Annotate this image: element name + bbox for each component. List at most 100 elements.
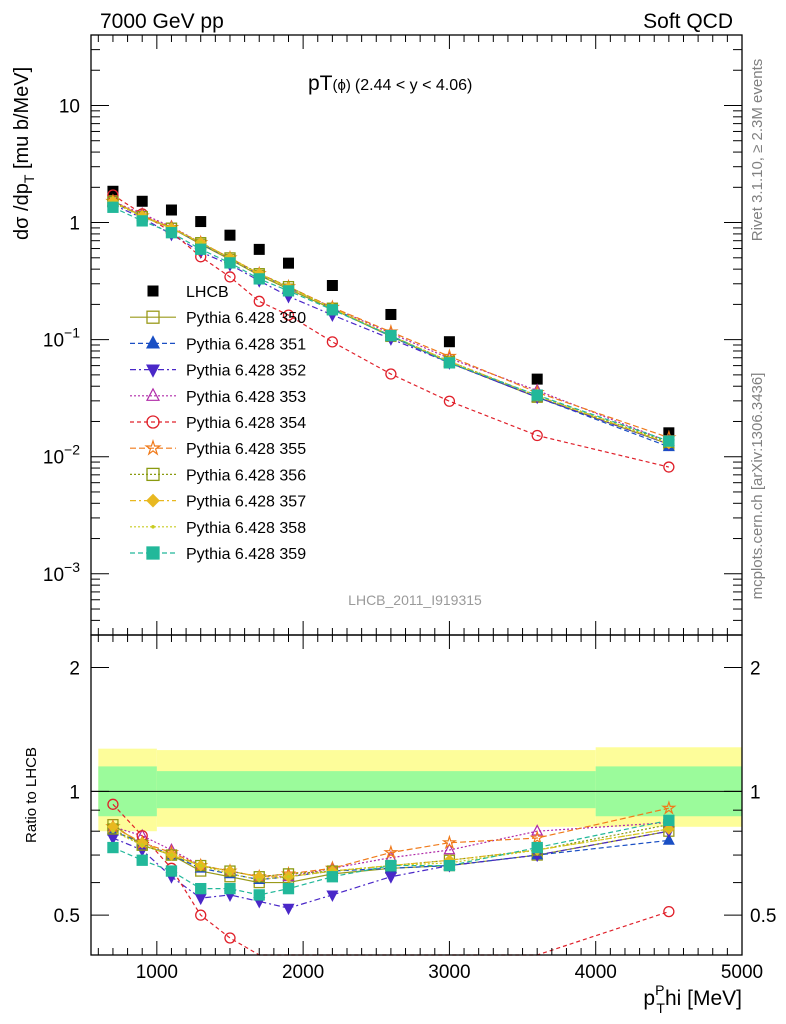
ratio-series-point [169,853,174,857]
ratio-series-point [531,824,544,836]
ratio-series-point [253,889,265,901]
x-axis-label-rest: hi [MeV] [665,987,742,1010]
ratio-series-line [112,821,669,878]
main-series-point [282,309,295,321]
x-axis-label-p: p [643,987,655,1010]
main-series-point [443,395,456,407]
legend-entry: Pythia 6.428 353 [130,387,306,406]
ratio-series-point [198,863,203,868]
ratio-series-point [326,890,339,902]
legend-marker [151,525,155,529]
ratio-series-line [112,830,669,909]
x-tick-label: 3000 [428,962,470,983]
reference-data-point [385,308,397,320]
main-frame [90,34,743,636]
ratio-series-point [529,829,545,845]
plot-title: pT(ϕ) (2.44 < y < 4.06) [308,72,472,95]
ratio-series-point [194,893,207,906]
ratio-series-point [224,932,236,944]
y-axis-label-ratio: Ratio to LHCB [23,747,40,843]
ratio-series-point [326,871,339,883]
legend-label: Pythia 6.428 352 [186,363,306,380]
ratio-series-point [286,874,291,879]
rivet-version-label: Rivet 3.1.10, ≥ 2.3M events [749,59,766,242]
axes-group: 1000 2000 3000 4000 5000 10 1 10−1 10−2 10−3 2 2 1 1 0… [43,34,776,983]
y-axis-label-main-sub: T [21,174,37,183]
ratio-y-tick-label-left: 1 [69,782,80,803]
ratio-series-line [112,828,669,881]
legend-label: Pythia 6.428 355 [186,441,306,458]
ratio-series-point [111,829,115,834]
ratio-series-point [228,872,232,876]
ratio-series-point [136,854,148,866]
legend-entry: Pythia 6.428 355 [130,439,306,458]
legend-marker [146,387,160,401]
ratio-series-point [136,836,149,849]
main-series-point [663,435,675,447]
ratio-y-tick-label-right: 1 [750,782,761,803]
legend-entry: Pythia 6.428 358 [130,520,306,537]
legend-label-reference: LHCB [186,284,229,301]
legend: LHCB Pythia 6.428 350 Pythia 6.428 351 Pyth… [130,284,306,563]
legend-marker [146,546,160,560]
legend-marker [146,415,160,429]
ratio-series-group [105,798,677,956]
legend-marker-reference [147,285,159,297]
legend-marker [146,493,160,508]
ratio-series-point [443,842,456,855]
main-series-point [107,201,119,213]
y-axis-label-main-unit: [mu b/MeV] [11,67,33,175]
x-tick-label: 2000 [282,962,324,983]
ratio-series-point [667,827,671,831]
plot-title-main: pT [308,72,333,95]
ratio-series-point [385,859,397,872]
ratio-series-point [663,814,675,827]
legend-label: Pythia 6.428 354 [186,415,306,432]
legend-entry: Pythia 6.428 359 [130,546,306,563]
legend-entry: Pythia 6.428 352 [130,363,306,380]
ratio-uncertainty-bands [91,747,742,832]
legend-entry: Pythia 6.428 351 [130,335,306,353]
ratio-series-point [383,844,399,860]
main-series-point [531,389,543,401]
main-series-line [112,200,670,445]
legend-entry: Pythia 6.428 354 [130,415,306,432]
ratio-series-point [443,859,456,872]
main-series-point [282,285,295,297]
legend-label: Pythia 6.428 350 [186,310,306,327]
ratio-series-point [224,865,236,877]
y-axis-label-main-text: dσ /dp [11,183,33,240]
legend-label: Pythia 6.428 358 [186,520,306,537]
ratio-series-line [112,824,669,878]
legend-label: Pythia 6.428 357 [186,494,306,511]
main-series-point [663,461,675,473]
ratio-series-point [107,798,119,810]
reference-data-point [136,195,148,207]
main-series-group [105,185,677,473]
main-series-point [326,304,339,316]
reference-data-point [165,204,177,216]
ratio-y-tick-label-left: 2 [69,659,80,680]
ratio-series-point [195,909,207,921]
ratio-series-point [140,843,145,847]
main-series-point [326,336,339,348]
ratio-y-tick-label-left: 0.5 [54,906,80,927]
legend-marker [144,439,162,456]
analysis-watermark: LHCB_2011_I919315 [348,592,482,608]
main-series-point [531,429,543,442]
main-series-point [253,273,265,285]
legend-label: Pythia 6.428 353 [186,389,306,406]
ratio-series-point [257,877,262,882]
main-series-point [224,257,236,269]
x-tick-label: 4000 [575,962,617,983]
y-axis-label-main: dσ /dpT [mu b/MeV] [11,67,37,240]
x-tick-label: 1000 [136,962,178,983]
main-series-point [195,243,207,255]
main-series-point [136,215,148,227]
reference-data-point [326,280,338,291]
x-tick-label: 5000 [721,962,763,983]
reference-data-point [282,257,294,269]
ratio-series-point [107,841,119,854]
ratio-series-point [165,865,178,877]
ratio-series-point [662,833,675,845]
